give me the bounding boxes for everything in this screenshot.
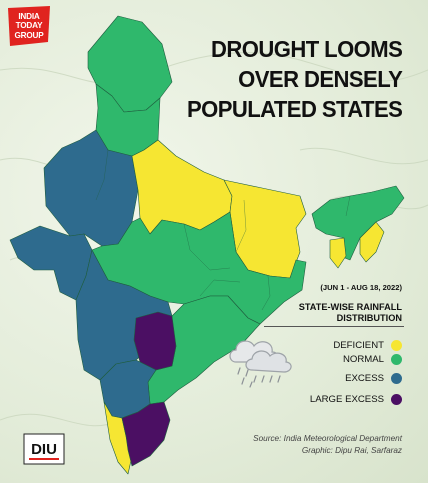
legend-title: STATE-WISE RAINFALL DISTRIBUTION <box>298 302 402 323</box>
legend-divider <box>264 326 404 327</box>
date-range: (JUN 1 - AUG 18, 2022) <box>320 283 402 292</box>
rain-cloud-icon <box>229 340 292 388</box>
region-gujarat <box>9 225 93 301</box>
region-tripura <box>329 237 347 269</box>
logo-text: INDIA TODAY GROUP <box>14 11 44 40</box>
swatch-deficient-icon <box>391 340 402 351</box>
source-credit: Source: India Meteorological Department … <box>253 434 402 455</box>
diu-logo: DIU <box>23 433 65 465</box>
region-manipur-mizoram <box>359 221 385 263</box>
swatch-large-excess-icon <box>391 394 402 405</box>
swatch-excess-icon <box>391 373 402 384</box>
region-northeast <box>311 185 405 261</box>
diu-logo-text: DIU <box>31 441 57 458</box>
headline-line-3: POPULATED STATES <box>186 96 403 122</box>
legend-item-excess: EXCESS <box>345 373 402 384</box>
region-telangana <box>133 311 177 371</box>
legend-item-deficient: DEFICIENT <box>333 340 402 351</box>
legend-item-large-excess: LARGE EXCESS <box>310 394 402 405</box>
swatch-normal-icon <box>391 354 402 365</box>
headline: DROUGHT LOOMS OVER DENSELY POPULATED STA… <box>186 34 403 124</box>
region-tamil-nadu <box>121 401 171 467</box>
headline-line-1: DROUGHT LOOMS <box>210 36 403 62</box>
india-today-group-logo <box>8 6 50 46</box>
headline-line-2: OVER DENSELY <box>237 66 403 92</box>
legend-item-normal: NORMAL <box>343 354 402 365</box>
